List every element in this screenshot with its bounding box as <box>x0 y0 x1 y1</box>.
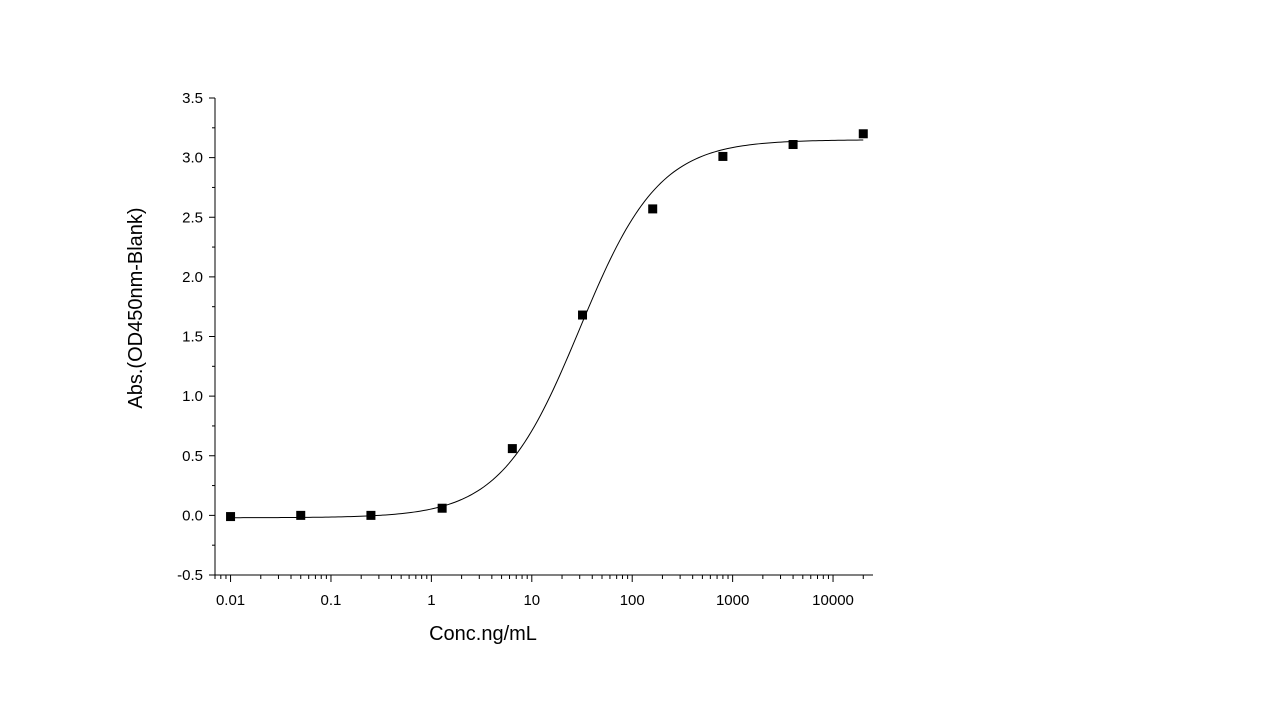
y-tick-label: 1.0 <box>182 388 203 405</box>
data-point <box>437 503 447 513</box>
data-point <box>648 204 658 214</box>
fit-curve-layer <box>230 139 864 519</box>
x-tick-label: 100 <box>620 592 645 609</box>
y-tick-label: 0.0 <box>182 507 203 524</box>
y-axis-title: Abs.(OD450nm-Blank) <box>125 207 147 408</box>
x-axis-title: Conc.ng/mL <box>429 623 537 645</box>
y-tick-label: 2.0 <box>182 269 203 286</box>
data-points-layer <box>226 129 868 522</box>
y-tick-label: 3.5 <box>182 90 203 107</box>
x-tick-label: 0.1 <box>321 592 342 609</box>
y-tick-label: -0.5 <box>177 567 203 584</box>
y-tick-label: 2.5 <box>182 209 203 226</box>
data-point <box>858 129 868 139</box>
data-point <box>296 510 306 520</box>
data-point <box>507 444 517 454</box>
data-point <box>578 310 588 320</box>
x-tick-label: 1000 <box>716 592 749 609</box>
x-tick-label: 1 <box>427 592 435 609</box>
y-tick-label: 0.5 <box>182 448 203 465</box>
data-point <box>788 140 798 150</box>
x-tick-label: 10 <box>523 592 540 609</box>
x-tick-label: 0.01 <box>216 592 245 609</box>
data-point <box>366 510 376 520</box>
y-tick-label: 1.5 <box>182 329 203 346</box>
x-tick-label: 10000 <box>812 592 854 609</box>
data-point <box>226 512 236 522</box>
fit-curve <box>230 139 864 519</box>
data-point <box>718 151 728 161</box>
y-tick-label: 3.0 <box>182 150 203 167</box>
ticks-layer: -0.5 0.0 0.5 1.0 1.5 2.0 2.5 3.0 3.5 0.01 0.1 1 10 10… <box>177 90 873 609</box>
